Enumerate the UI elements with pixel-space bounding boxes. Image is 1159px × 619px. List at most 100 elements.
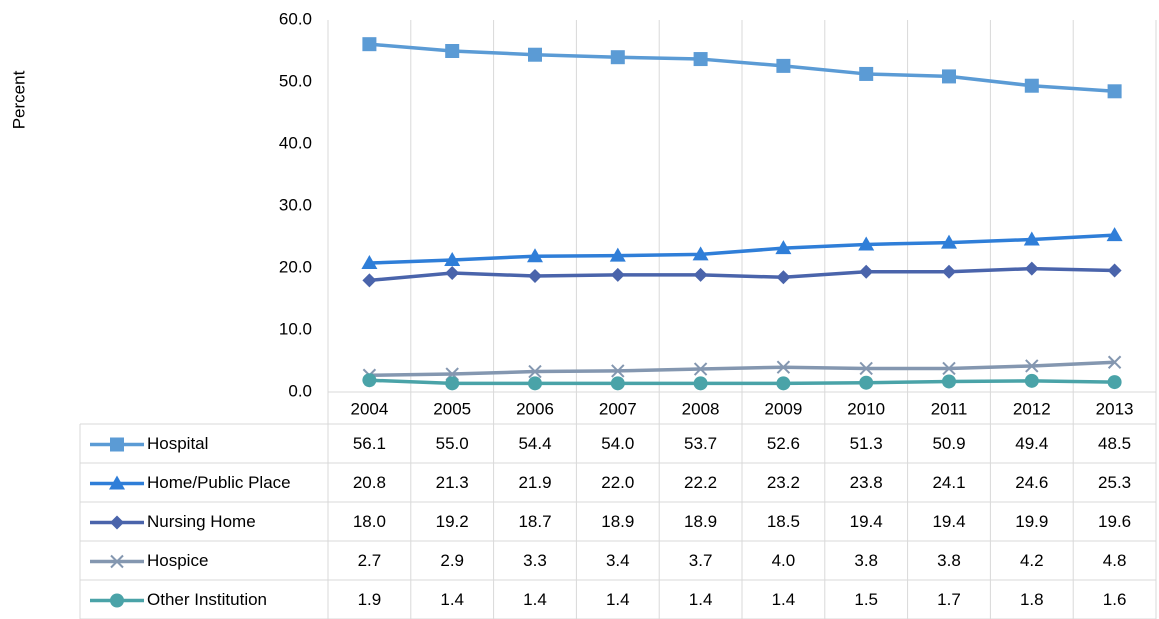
table-value: 49.4	[1015, 434, 1048, 453]
table-value: 52.6	[767, 434, 800, 453]
marker	[776, 376, 791, 391]
marker	[1023, 231, 1040, 246]
marker	[528, 47, 542, 62]
table-value: 2.9	[440, 551, 464, 570]
marker	[362, 37, 377, 52]
table-value: 1.4	[440, 590, 464, 609]
table-value: 19.2	[436, 512, 469, 531]
marker	[1107, 355, 1122, 369]
table-value: 4.2	[1020, 551, 1044, 570]
table-value: 18.9	[601, 512, 634, 531]
table-value: 19.6	[1098, 512, 1131, 531]
marker	[528, 269, 542, 284]
table-value: 19.4	[932, 512, 965, 531]
marker	[1106, 227, 1123, 242]
marker	[693, 376, 708, 391]
marker	[528, 376, 542, 391]
table-value: 21.9	[518, 473, 551, 492]
marker	[609, 247, 626, 262]
marker	[611, 364, 625, 378]
table-value: 3.7	[689, 551, 713, 570]
table-value: 3.3	[523, 551, 547, 570]
table-value: 19.9	[1015, 512, 1048, 531]
y-axis-label: Percent	[9, 70, 28, 129]
table-value: 18.0	[353, 512, 386, 531]
series-line	[369, 360, 1115, 378]
marker	[693, 362, 708, 376]
marker	[942, 264, 956, 279]
table-value: 1.9	[358, 590, 382, 609]
table-value: 1.4	[523, 590, 547, 609]
table-value: 1.7	[937, 590, 961, 609]
table-value: 1.8	[1020, 590, 1044, 609]
marker	[610, 267, 625, 282]
legend-key-marker	[110, 515, 124, 530]
y-tick-label: 20.0	[279, 257, 312, 276]
marker	[610, 376, 625, 391]
y-tick-label: 50.0	[279, 71, 312, 90]
table-value: 22.2	[684, 473, 717, 492]
table-value: 56.1	[353, 434, 386, 453]
legend-label: Hospital	[147, 434, 208, 453]
marker	[942, 69, 956, 84]
series	[362, 373, 1122, 391]
table-value: 3.8	[937, 551, 961, 570]
table-value: 24.6	[1015, 473, 1048, 492]
series	[362, 37, 1122, 99]
table-value: 4.0	[772, 551, 796, 570]
table-value: 55.0	[436, 434, 469, 453]
marker	[693, 52, 708, 67]
y-tick-label: 60.0	[279, 9, 312, 28]
table-value: 23.2	[767, 473, 800, 492]
marker	[610, 50, 625, 65]
table-value: 20.8	[353, 473, 386, 492]
marker	[776, 270, 791, 285]
marker	[528, 364, 542, 379]
x-tick-label: 2012	[1013, 399, 1051, 418]
table-value: 51.3	[850, 434, 883, 453]
legend-label: Nursing Home	[147, 512, 256, 531]
table-value: 24.1	[932, 473, 965, 492]
marker	[859, 66, 874, 81]
marker	[692, 246, 709, 261]
table-value: 19.4	[850, 512, 883, 531]
x-tick-label: 2006	[516, 399, 554, 418]
marker	[941, 234, 957, 249]
marker	[859, 361, 873, 376]
table-value: 54.4	[518, 434, 551, 453]
x-tick-label: 2004	[350, 399, 388, 418]
y-tick-label: 40.0	[279, 133, 312, 152]
y-tick-label: 0.0	[288, 381, 312, 400]
marker	[1025, 359, 1039, 373]
table-value: 1.4	[606, 590, 630, 609]
marker	[1107, 263, 1122, 278]
series	[361, 227, 1123, 270]
table-value: 1.4	[689, 590, 713, 609]
marker	[942, 361, 956, 376]
x-tick-label: 2009	[764, 399, 802, 418]
marker	[859, 264, 874, 279]
table-value: 50.9	[932, 434, 965, 453]
table-value: 1.4	[772, 590, 796, 609]
legend-key-marker	[110, 593, 124, 608]
marker	[444, 251, 461, 266]
table-value: 18.9	[684, 512, 717, 531]
table-value: 3.8	[854, 551, 878, 570]
table-value: 22.0	[601, 473, 634, 492]
table-value: 3.4	[606, 551, 630, 570]
table-value: 25.3	[1098, 473, 1131, 492]
series-line	[369, 266, 1115, 283]
marker	[362, 273, 377, 288]
marker	[693, 267, 708, 282]
series-line	[369, 233, 1115, 265]
marker	[527, 248, 543, 263]
table-value: 4.8	[1103, 551, 1127, 570]
marker	[445, 44, 460, 58]
legend-label: Hospice	[147, 551, 208, 570]
legend-key-marker	[109, 475, 125, 490]
marker	[1024, 78, 1039, 93]
legend-label: Other Institution	[147, 590, 267, 609]
table-value: 1.5	[854, 590, 878, 609]
x-tick-label: 2010	[847, 399, 885, 418]
